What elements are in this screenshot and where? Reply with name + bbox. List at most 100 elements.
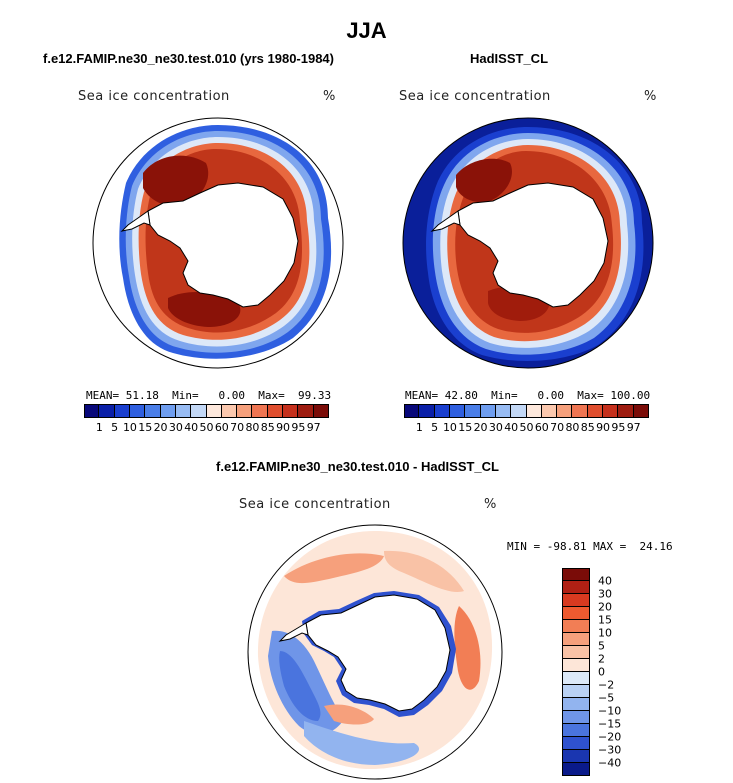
colorbar-swatch [221, 404, 238, 418]
colorbar-tick-label: 97 [306, 421, 321, 434]
colorbar-tick-label: 2 [598, 652, 605, 666]
colorbar-swatch [129, 404, 146, 418]
model-field-label: Sea ice concentration [78, 89, 230, 104]
colorbar-tick-label: 20 [598, 600, 612, 614]
model-antarctica [147, 182, 299, 308]
colorbar-swatch [191, 404, 207, 418]
colorbar-tick-label: 80 [245, 421, 260, 434]
obs-panel-title: HadISST_CL [470, 51, 549, 66]
colorbar-swatch [562, 672, 590, 685]
colorbar-tick-label: −20 [598, 730, 622, 744]
colorbar-swatch [404, 404, 420, 418]
colorbar-swatch [480, 404, 496, 418]
colorbar-tick-label: 1 [415, 421, 423, 434]
colorbar-swatch [562, 724, 590, 737]
colorbar-tick-label: 95 [611, 421, 626, 434]
colorbar-tick-label: 10 [598, 626, 612, 640]
colorbar-swatch [562, 633, 590, 646]
colorbar-swatch [562, 607, 590, 620]
colorbar-swatch [495, 404, 512, 418]
model-ice-core-weddell [143, 155, 209, 207]
colorbar-tick-label: 20 [153, 421, 168, 434]
diff-minmax: MIN = -98.81 MAX = 24.16 [507, 540, 673, 553]
colorbar-tick-label: 5 [111, 421, 119, 434]
colorbar-tick-label: 70 [230, 421, 245, 434]
colorbar-swatch [562, 763, 590, 776]
colorbar-swatch [252, 404, 268, 418]
colorbar-tick-label: 85 [580, 421, 595, 434]
colorbar-swatch [206, 404, 222, 418]
colorbar-swatch [562, 594, 590, 607]
colorbar-swatch [267, 404, 284, 418]
diff-units-label: % [484, 497, 497, 512]
colorbar-tick-label: 40 [598, 574, 612, 588]
colorbar-swatch [562, 646, 590, 659]
obs-colorbar-ticks: 1 5 10 15 20 30 40 50 60 70 80 85 90 95 97 [404, 421, 649, 435]
colorbar-swatch [526, 404, 542, 418]
model-colorbar [84, 404, 329, 418]
diff-red-east [454, 606, 481, 690]
colorbar-tick-label: 1 [95, 421, 103, 434]
colorbar-tick-label: 5 [598, 639, 605, 653]
diff-field-label: Sea ice concentration [239, 497, 391, 512]
model-stats: MEAN= 51.18 Min= 0.00 Max= 99.33 [86, 389, 332, 402]
colorbar-tick-label: −10 [598, 704, 622, 718]
colorbar-swatch [160, 404, 176, 418]
colorbar-tick-label: 5 [431, 421, 439, 434]
colorbar-tick-label: 85 [260, 421, 275, 434]
obs-map [402, 117, 654, 369]
diff-colorbar [562, 568, 590, 776]
colorbar-tick-label: 40 [504, 421, 519, 434]
colorbar-tick-label: 60 [214, 421, 229, 434]
colorbar-tick-label: 10 [442, 421, 457, 434]
model-panel-title: f.e12.FAMIP.ne30_ne30.test.010 (yrs 1980… [43, 51, 334, 66]
colorbar-swatch [562, 711, 590, 724]
model-map [92, 117, 344, 369]
colorbar-tick-label: 80 [565, 421, 580, 434]
obs-stats: MEAN= 42.80 Min= 0.00 Max= 100.00 [405, 389, 651, 402]
colorbar-swatch [562, 750, 590, 763]
colorbar-swatch [633, 404, 649, 418]
colorbar-swatch [298, 404, 314, 418]
colorbar-tick-label: −40 [598, 756, 622, 770]
colorbar-tick-label: −2 [598, 678, 615, 692]
colorbar-tick-label: 15 [138, 421, 153, 434]
colorbar-swatch [237, 404, 253, 418]
colorbar-swatch [572, 404, 588, 418]
colorbar-swatch [465, 404, 481, 418]
obs-ice-core-weddell [456, 158, 512, 203]
model-antarctic-peninsula [120, 210, 151, 232]
colorbar-tick-label: 30 [168, 421, 183, 434]
model-units-label: % [323, 89, 336, 104]
colorbar-swatch [562, 581, 590, 594]
obs-field-label: Sea ice concentration [399, 89, 551, 104]
colorbar-tick-label: 50 [199, 421, 214, 434]
colorbar-tick-label: 30 [598, 587, 612, 601]
colorbar-swatch [541, 404, 558, 418]
colorbar-swatch [114, 404, 130, 418]
colorbar-tick-label: −15 [598, 717, 622, 731]
colorbar-tick-label: 15 [458, 421, 473, 434]
colorbar-swatch [562, 568, 590, 581]
colorbar-tick-label: 97 [626, 421, 641, 434]
colorbar-swatch [313, 404, 329, 418]
colorbar-swatch [175, 404, 192, 418]
colorbar-swatch [449, 404, 466, 418]
colorbar-swatch [587, 404, 604, 418]
diff-colorbar-ticks: 40 30 20 15 10 5 2 0 −2 −5 −10 −15 −20 −30 −40 [598, 568, 638, 776]
colorbar-swatch [283, 404, 299, 418]
colorbar-tick-label: 40 [184, 421, 199, 434]
colorbar-tick-label: −5 [598, 691, 615, 705]
colorbar-swatch [562, 698, 590, 711]
diff-panel-title: f.e12.FAMIP.ne30_ne30.test.010 - HadISST… [216, 459, 499, 474]
diff-blue-south [304, 721, 420, 765]
colorbar-tick-label: 50 [519, 421, 534, 434]
colorbar-tick-label: 90 [276, 421, 291, 434]
colorbar-tick-label: 30 [488, 421, 503, 434]
colorbar-swatch [84, 404, 100, 418]
model-ice-core-ross [168, 291, 241, 327]
colorbar-tick-label: 10 [122, 421, 137, 434]
colorbar-swatch [562, 659, 590, 672]
colorbar-swatch [99, 404, 115, 418]
colorbar-swatch [562, 620, 590, 633]
